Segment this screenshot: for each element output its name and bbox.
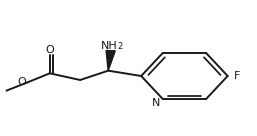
Text: O: O xyxy=(45,45,54,55)
Text: F: F xyxy=(234,71,241,81)
Text: O: O xyxy=(18,77,27,87)
Text: 2: 2 xyxy=(117,42,122,51)
Text: NH: NH xyxy=(101,41,118,51)
Polygon shape xyxy=(106,50,115,71)
Text: N: N xyxy=(152,98,161,108)
